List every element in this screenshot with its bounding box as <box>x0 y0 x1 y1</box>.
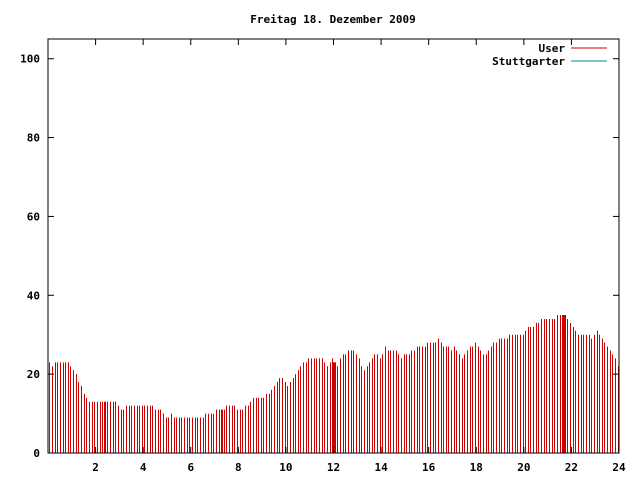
x-tick-label: 6 <box>187 461 194 474</box>
y-tick-label: 60 <box>27 210 40 223</box>
x-tick-label: 8 <box>235 461 242 474</box>
legend-label-user: User <box>539 42 566 55</box>
x-tick-label: 24 <box>612 461 626 474</box>
y-axis: 0 20 40 60 80 100 <box>20 53 619 460</box>
y-tick-label: 0 <box>33 447 40 460</box>
x-tick-label: 10 <box>279 461 292 474</box>
legend: User Stuttgarter <box>492 42 607 68</box>
legend-label-stuttgarter: Stuttgarter <box>492 55 565 68</box>
bars-group <box>49 315 619 453</box>
chart-title: Freitag 18. Dezember 2009 <box>250 13 416 26</box>
highlight-bars-group <box>104 315 565 453</box>
y-tick-label: 20 <box>27 368 40 381</box>
x-tick-label: 2 <box>92 461 99 474</box>
x-tick-label: 14 <box>374 461 388 474</box>
x-axis: 2 4 6 8 10 12 14 16 18 20 22 24 <box>92 39 626 474</box>
x-tick-label: 4 <box>140 461 147 474</box>
y-tick-label: 100 <box>20 53 40 66</box>
x-tick-label: 20 <box>517 461 530 474</box>
y-tick-label: 80 <box>27 132 40 145</box>
y-tick-label: 40 <box>27 289 40 302</box>
x-tick-label: 12 <box>327 461 340 474</box>
x-tick-label: 16 <box>422 461 436 474</box>
x-tick-label: 18 <box>470 461 483 474</box>
x-tick-label: 22 <box>565 461 578 474</box>
